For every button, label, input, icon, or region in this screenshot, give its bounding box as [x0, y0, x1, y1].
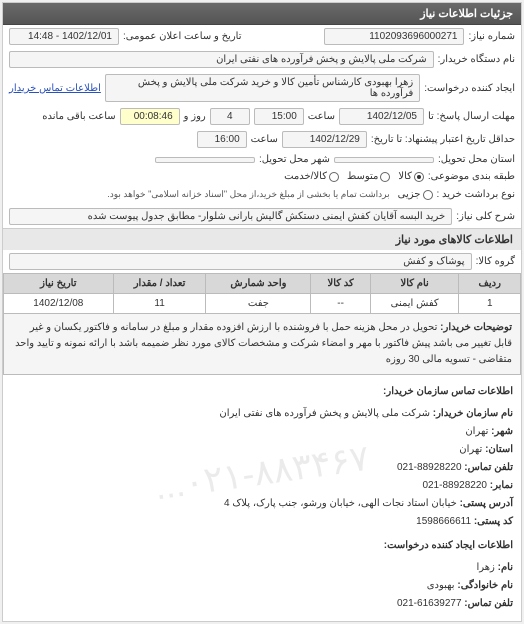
- row-creator: ایجاد کننده درخواست: زهرا بهبودی کارشناس…: [3, 71, 521, 105]
- col-code: کد کالا: [311, 273, 370, 293]
- col-unit: واحد شمارش: [206, 273, 311, 293]
- validity-label: حداقل تاریخ اعتبار پیشنهاد: تا تاریخ:: [371, 134, 515, 145]
- contact-city: تهران: [465, 426, 488, 437]
- contact-fax: 88928220-021: [422, 480, 487, 491]
- col-date: تاریخ نیاز: [4, 273, 114, 293]
- col-name: نام کالا: [370, 273, 459, 293]
- goods-table: ردیف نام کالا کد کالا واحد شمارش تعداد /…: [3, 273, 521, 375]
- radio-medium[interactable]: متوسط: [347, 171, 390, 182]
- response-time-label: ساعت: [308, 111, 335, 122]
- cell-code: --: [311, 293, 370, 313]
- row-need-desc: شرح کلی نیاز: خرید البسه آقایان کفش ایمن…: [3, 205, 521, 228]
- req-name: زهرا: [476, 562, 494, 573]
- goods-group-value: پوشاک و کفش: [9, 253, 472, 270]
- row-payment: نوع برداشت خرید : جزیی برداشت تمام یا بخ…: [3, 185, 521, 205]
- buyer-contact-link[interactable]: اطلاعات تماس خریدار: [9, 83, 101, 94]
- contact-address: خیابان استاد نجات الهی، خیابان ورشو، جنب…: [224, 498, 457, 509]
- contact-phone-label: تلفن تماس:: [464, 462, 513, 473]
- radio-partial[interactable]: جزیی: [398, 189, 433, 200]
- panel-header: جزئیات اطلاعات نیاز: [3, 3, 521, 25]
- org-value: شرکت ملی پالایش و پخش فرآورده های نفتی ا…: [219, 408, 430, 419]
- contact-province: تهران: [459, 444, 482, 455]
- contact-city-label: شهر:: [491, 426, 513, 437]
- row-buyer: نام دستگاه خریدار: شرکت ملی پالایش و پخش…: [3, 48, 521, 71]
- days-count: 4: [210, 108, 250, 125]
- validity-time-label: ساعت: [251, 134, 278, 145]
- need-desc-value: خرید البسه آقایان کفش ایمنی دستکش گالیش …: [9, 208, 452, 225]
- cell-name: کفش ایمنی: [370, 293, 459, 313]
- contact-phone: 88928220-021: [397, 462, 462, 473]
- req-phone: 61639277-021: [397, 598, 462, 609]
- req-family-label: نام خانوادگی:: [457, 580, 513, 591]
- contact-title: اطلاعات تماس سازمان خریدار:: [11, 383, 513, 401]
- remaining-time: 00:08:46: [120, 108, 180, 125]
- request-no-value: 1102093696000271: [324, 28, 464, 45]
- creator-value: زهرا بهبودی کارشناس تأمین کالا و خرید شر…: [105, 74, 420, 102]
- cell-idx: 1: [459, 293, 521, 313]
- buyer-label: نام دستگاه خریدار:: [438, 54, 515, 65]
- payment-label: نوع برداشت خرید :: [437, 189, 516, 200]
- req-creator-title: اطلاعات ایجاد کننده درخواست:: [11, 537, 513, 555]
- contact-province-label: استان:: [485, 444, 513, 455]
- contact-address-label: آدرس پستی:: [460, 498, 513, 509]
- contact-postal: 1598666611: [416, 516, 471, 527]
- province-value: [334, 157, 434, 163]
- desc-label: توضیحات خریدار:: [440, 322, 512, 333]
- row-response-deadline: مهلت ارسال پاسخ: تا 1402/12/05 ساعت 15:0…: [3, 105, 521, 128]
- desc-text: تحویل در محل هزینه حمل با فروشنده با ارز…: [15, 322, 512, 365]
- buyer-value: شرکت ملی پالایش و پخش فرآورده های نفتی ا…: [9, 51, 434, 68]
- request-no-label: شماره نیاز:: [468, 31, 515, 42]
- response-date: 1402/12/05: [339, 108, 424, 125]
- validity-date: 1402/12/29: [282, 131, 367, 148]
- req-phone-label: تلفن تماس:: [464, 598, 513, 609]
- row-request-no: شماره نیاز: 1102093696000271 تاریخ و ساع…: [3, 25, 521, 48]
- datetime-label: تاریخ و ساعت اعلان عمومی:: [123, 31, 242, 42]
- row-location: استان محل تحویل: شهر محل تحویل:: [3, 151, 521, 168]
- cell-unit: جفت: [206, 293, 311, 313]
- cell-qty: 11: [113, 293, 206, 313]
- cell-date: 1402/12/08: [4, 293, 114, 313]
- goods-section-title: اطلاعات کالاهای مورد نیاز: [3, 228, 521, 250]
- radio-cash[interactable]: کالا/خدمت: [284, 171, 339, 182]
- table-row: 1 کفش ایمنی -- جفت 11 1402/12/08: [4, 293, 521, 313]
- packaging-label: طبقه بندی موضوعی:: [428, 171, 515, 182]
- col-row: ردیف: [459, 273, 521, 293]
- city-value: [155, 157, 255, 163]
- req-family: بهبودی: [427, 580, 455, 591]
- remaining-label: ساعت باقی مانده: [42, 111, 115, 122]
- row-packaging: طبقه بندی موضوعی: کالا متوسط کالا/خدمت: [3, 168, 521, 185]
- validity-time: 16:00: [197, 131, 247, 148]
- panel-title: جزئیات اطلاعات نیاز: [420, 8, 513, 20]
- org-label: نام سازمان خریدار:: [433, 408, 513, 419]
- response-until-label: مهلت ارسال پاسخ: تا: [428, 111, 515, 122]
- req-name-label: نام:: [498, 562, 513, 573]
- col-qty: تعداد / مقدار: [113, 273, 206, 293]
- row-validity: حداقل تاریخ اعتبار پیشنهاد: تا تاریخ: 14…: [3, 128, 521, 151]
- creator-label: ایجاد کننده درخواست:: [424, 83, 515, 94]
- datetime-value: 1402/12/01 - 14:48: [9, 28, 119, 45]
- days-label: روز و: [184, 111, 206, 122]
- city-label: شهر محل تحویل:: [259, 154, 330, 165]
- goods-group-label: گروه کالا:: [476, 256, 515, 267]
- desc-row: توضیحات خریدار: تحویل در محل هزینه حمل ب…: [4, 313, 521, 374]
- contact-section: ۰۲۱-۸۸۳۴۶۷... اطلاعات تماس سازمان خریدار…: [3, 375, 521, 621]
- response-time: 15:00: [254, 108, 304, 125]
- contact-postal-label: کد پستی:: [474, 516, 513, 527]
- need-desc-label: شرح کلی نیاز:: [456, 211, 515, 222]
- radio-kala[interactable]: کالا: [398, 171, 424, 182]
- payment-note: برداشت تمام یا بخشی از مبلغ خرید،از محل …: [103, 188, 393, 202]
- province-label: استان محل تحویل:: [438, 154, 515, 165]
- contact-fax-label: نمابر:: [490, 480, 513, 491]
- row-goods-group: گروه کالا: پوشاک و کفش: [3, 250, 521, 273]
